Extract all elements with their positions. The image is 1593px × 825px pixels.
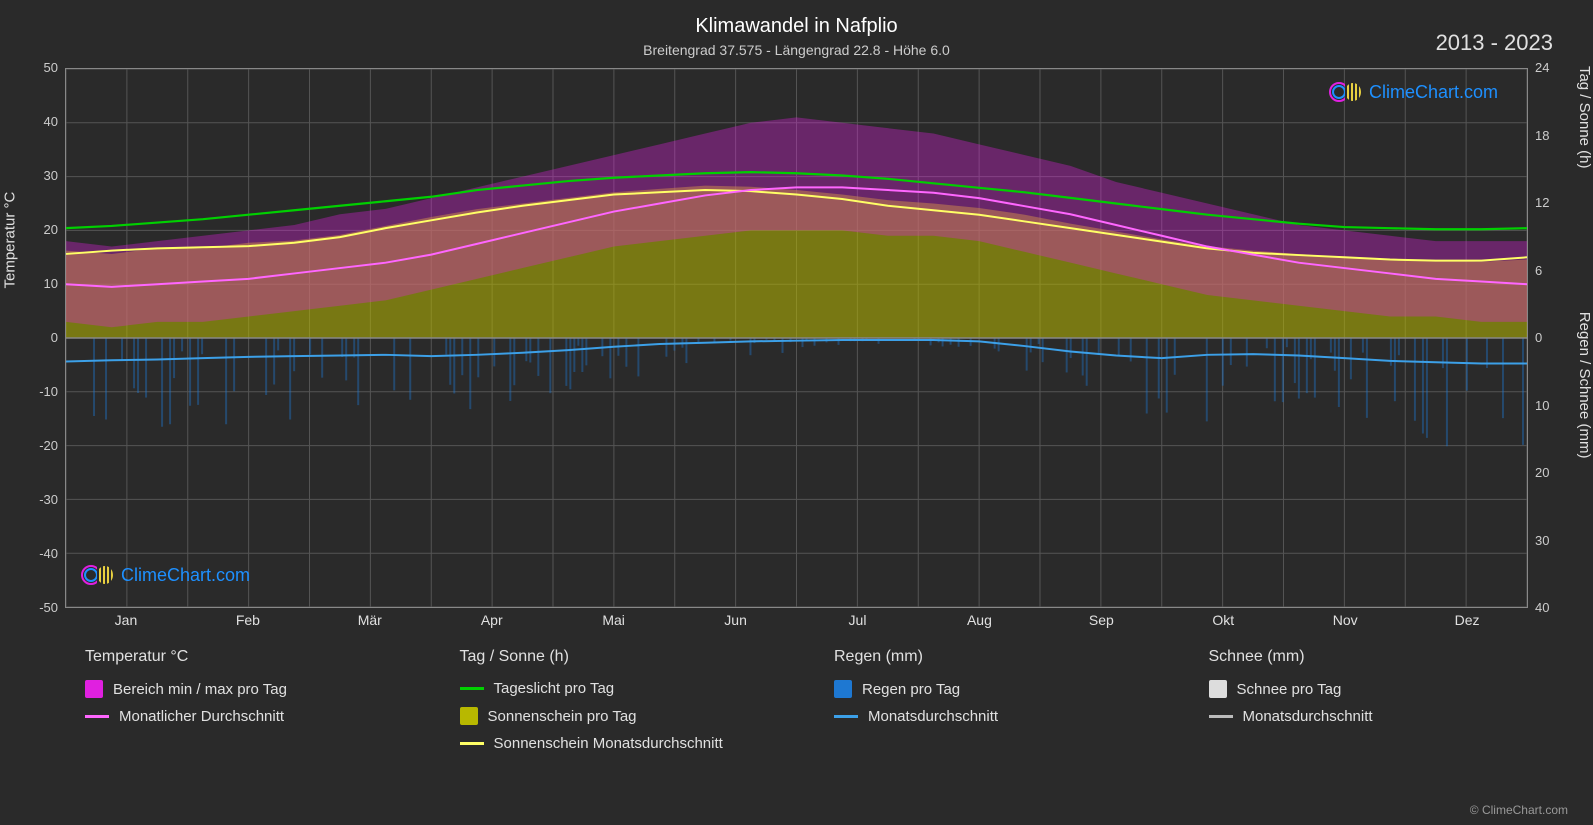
legend-item: Sonnenschein pro Tag <box>460 707 805 725</box>
legend-swatch <box>460 707 478 725</box>
legend-item: Schnee pro Tag <box>1209 680 1554 698</box>
legend-swatch <box>834 680 852 698</box>
legend-label: Bereich min / max pro Tag <box>113 681 287 698</box>
watermark-text: ClimeChart.com <box>1369 82 1498 103</box>
legend-item: Monatsdurchschnitt <box>834 708 1179 725</box>
y-left-tick: 50 <box>44 60 58 75</box>
y-left-tick: -20 <box>39 438 58 453</box>
legend-label: Regen pro Tag <box>862 681 960 698</box>
x-tick: Jul <box>797 612 919 632</box>
legend-swatch <box>85 680 103 698</box>
x-tick: Nov <box>1284 612 1406 632</box>
y-right-tick: 12 <box>1535 195 1549 210</box>
legend-group: Tag / Sonne (h) Tageslicht pro Tag Sonnens… <box>460 648 805 752</box>
x-tick: Dez <box>1406 612 1528 632</box>
legend-swatch <box>1209 715 1233 718</box>
legend: Temperatur °C Bereich min / max pro Tag Mo… <box>85 648 1553 752</box>
y-left-tick: 0 <box>51 330 58 345</box>
y-axis-right-top-label: Tag / Sonne (h) <box>1577 66 1593 169</box>
x-tick: Jun <box>675 612 797 632</box>
x-tick: Apr <box>431 612 553 632</box>
climechart-logo-icon <box>81 563 115 587</box>
legend-swatch <box>834 715 858 718</box>
y-left-tick: 30 <box>44 168 58 183</box>
y-left-tick: -10 <box>39 384 58 399</box>
legend-header: Regen (mm) <box>834 648 1179 666</box>
y-left-tick: 10 <box>44 276 58 291</box>
y-axis-right: 2418126010203040 <box>1533 68 1568 608</box>
y-axis-right-bottom-label: Regen / Schnee (mm) <box>1577 312 1593 459</box>
legend-swatch <box>85 715 109 718</box>
legend-label: Sonnenschein Monatsdurchschnitt <box>494 735 723 752</box>
legend-item: Regen pro Tag <box>834 680 1179 698</box>
y-left-tick: -40 <box>39 546 58 561</box>
legend-group: Regen (mm) Regen pro Tag Monatsdurchschnit… <box>834 648 1179 752</box>
legend-item: Monatsdurchschnitt <box>1209 708 1554 725</box>
y-axis-left-label: Temperatur °C <box>2 192 19 289</box>
x-tick: Okt <box>1162 612 1284 632</box>
y-left-tick: -30 <box>39 492 58 507</box>
watermark-top-right: ClimeChart.com <box>1329 80 1498 104</box>
legend-label: Sonnenschein pro Tag <box>488 708 637 725</box>
chart-title: Klimawandel in Nafplio <box>20 15 1573 38</box>
y-axis-left: 50403020100-10-20-30-40-50 <box>20 68 60 608</box>
legend-label: Monatlicher Durchschnitt <box>119 708 284 725</box>
legend-header: Schnee (mm) <box>1209 648 1554 666</box>
legend-item: Sonnenschein Monatsdurchschnitt <box>460 735 805 752</box>
copyright: © ClimeChart.com <box>1470 803 1568 817</box>
watermark-bottom-left: ClimeChart.com <box>81 563 250 587</box>
legend-label: Tageslicht pro Tag <box>494 680 615 697</box>
legend-label: Schnee pro Tag <box>1237 681 1342 698</box>
year-range: 2013 - 2023 <box>1436 30 1553 56</box>
legend-label: Monatsdurchschnitt <box>1243 708 1373 725</box>
y-right-tick: 18 <box>1535 128 1549 143</box>
y-right-tick: 10 <box>1535 398 1549 413</box>
legend-group: Temperatur °C Bereich min / max pro Tag Mo… <box>85 648 430 752</box>
legend-swatch <box>1209 680 1227 698</box>
legend-swatch <box>460 687 484 690</box>
y-right-tick: 20 <box>1535 465 1549 480</box>
legend-group: Schnee (mm) Schnee pro Tag Monatsdurchschn… <box>1209 648 1554 752</box>
watermark-text: ClimeChart.com <box>121 565 250 586</box>
legend-header: Temperatur °C <box>85 648 430 666</box>
y-right-tick: 40 <box>1535 600 1549 615</box>
x-tick: Mai <box>553 612 675 632</box>
legend-header: Tag / Sonne (h) <box>460 648 805 666</box>
y-right-tick: 30 <box>1535 533 1549 548</box>
climechart-logo-icon <box>1329 80 1363 104</box>
plot-svg <box>66 69 1527 607</box>
chart-subtitle: Breitengrad 37.575 - Längengrad 22.8 - H… <box>20 42 1573 58</box>
legend-item: Tageslicht pro Tag <box>460 680 805 697</box>
chart-container: Klimawandel in Nafplio Breitengrad 37.57… <box>0 0 1593 825</box>
legend-item: Monatlicher Durchschnitt <box>85 708 430 725</box>
legend-swatch <box>460 742 484 745</box>
y-right-tick: 24 <box>1535 60 1549 75</box>
x-tick: Aug <box>918 612 1040 632</box>
legend-label: Monatsdurchschnitt <box>868 708 998 725</box>
x-tick: Sep <box>1040 612 1162 632</box>
y-right-tick: 6 <box>1535 263 1542 278</box>
y-left-tick: 40 <box>44 114 58 129</box>
y-right-tick: 0 <box>1535 330 1542 345</box>
y-left-tick: -50 <box>39 600 58 615</box>
legend-item: Bereich min / max pro Tag <box>85 680 430 698</box>
x-axis: JanFebMärAprMaiJunJulAugSepOktNovDez <box>65 612 1528 632</box>
x-tick: Feb <box>187 612 309 632</box>
x-tick: Jan <box>65 612 187 632</box>
plot-area: ClimeChart.com <box>65 68 1528 608</box>
y-left-tick: 20 <box>44 222 58 237</box>
x-tick: Mär <box>309 612 431 632</box>
